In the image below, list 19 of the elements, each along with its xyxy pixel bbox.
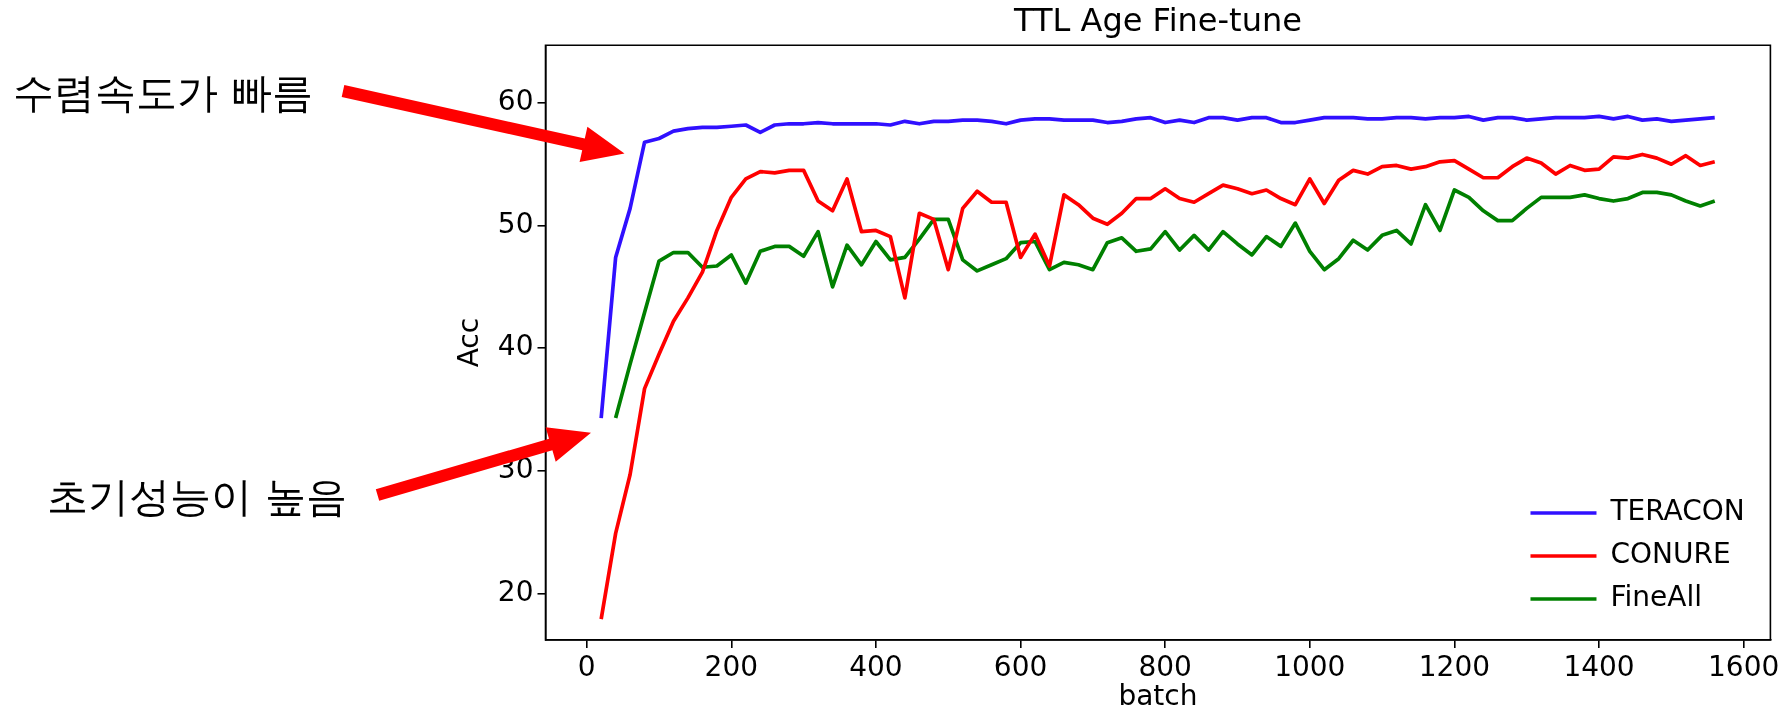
legend-label: FineAll: [1610, 580, 1703, 614]
x-tick-label: 0: [577, 650, 596, 684]
chart-title: TTL Age Fine-tune: [1013, 0, 1302, 39]
legend-label: TERACON: [1609, 494, 1745, 528]
text: 수렴속도가 빠름: [12, 69, 313, 118]
y-axis-title: Acc: [452, 317, 486, 368]
legend-label: CONURE: [1610, 537, 1731, 571]
x-tick-label: 1200: [1418, 650, 1491, 684]
x-tick-label: 600: [993, 650, 1048, 684]
text: 초기성능이 높음: [47, 473, 348, 522]
x-tick-label: 1400: [1563, 650, 1635, 684]
y-tick-label: 40: [497, 329, 534, 363]
y-tick-label: 20: [497, 574, 534, 608]
y-tick-label: 60: [497, 84, 534, 118]
y-tick-label: 50: [497, 206, 534, 240]
x-tick-label: 400: [849, 650, 903, 684]
x-tick-label: 1000: [1274, 650, 1346, 684]
x-tick-label: 1600: [1708, 650, 1780, 684]
x-tick-label: 200: [704, 650, 759, 684]
